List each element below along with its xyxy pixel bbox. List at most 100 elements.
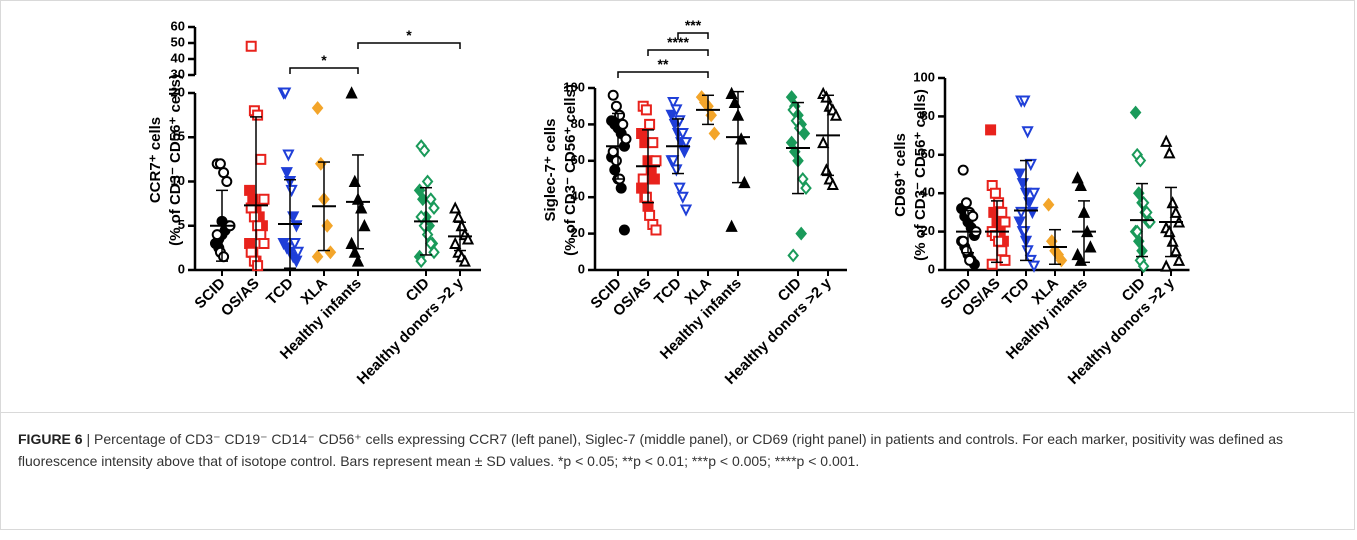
data-point [1169,244,1182,257]
data-point [1163,146,1176,159]
data-point [252,109,264,121]
data-point [785,90,798,105]
y-tick-label: 15 [171,129,185,144]
data-point [421,174,434,189]
x-tick-label: TCD [651,275,685,309]
data-point [1026,206,1039,220]
data-point [650,155,662,167]
data-point [255,153,267,165]
data-point [989,187,1001,199]
y-axis-label: CD69⁺ cells [892,133,909,217]
y-tick-label: 5 [178,217,185,232]
data-point [1160,259,1173,272]
data-point [996,206,1008,218]
separator [0,412,1355,413]
data-point [1134,153,1147,168]
data-point [614,109,626,121]
significance-label: *** [685,17,702,33]
data-point [618,224,630,236]
significance-bracket [677,32,709,39]
y-axis-label: CCR7⁺ cells [147,117,164,203]
data-point [607,146,619,158]
data-point [288,237,301,251]
data-point [282,149,295,162]
data-point [826,177,839,190]
caption-label: FIGURE 6 [18,431,83,447]
data-point [424,236,437,251]
data-point [218,167,230,179]
data-point [957,164,969,176]
data-point [1131,224,1144,239]
data-point [817,135,830,149]
data-point [311,101,324,116]
data-point [255,229,267,241]
y-tick-label: 20 [171,84,185,99]
data-point [345,86,358,99]
data-point [615,182,627,194]
y-tick-label: 40 [921,185,935,200]
y-tick-label: 30 [171,66,185,81]
data-point [1160,134,1173,147]
data-point [735,132,748,145]
data-point [1071,171,1084,184]
data-point [986,258,998,270]
y-tick-label: 20 [571,225,585,240]
data-point [461,232,475,245]
data-point [679,137,693,150]
data-point [610,100,622,112]
data-point [1129,105,1142,120]
data-point [258,193,270,205]
data-point [245,246,257,258]
y-tick-label: 20 [921,223,935,238]
data-point [1172,253,1186,266]
data-point [345,236,358,249]
significance-bracket [647,49,709,56]
data-point [993,235,1005,247]
data-point [800,181,812,196]
data-point [413,183,426,198]
data-point [244,184,256,196]
data-point [279,87,292,100]
data-point [1021,245,1034,258]
data-point [640,104,652,116]
data-point [985,124,997,136]
data-point [449,201,462,214]
data-point [670,104,683,117]
data-point [458,254,471,267]
data-point [418,143,431,158]
data-point [996,245,1008,257]
data-point [1169,205,1182,218]
data-point [960,197,972,209]
data-point [351,254,365,267]
caption-text: | Percentage of CD3⁻ CD19⁻ CD14⁻ CD56⁺ c… [18,431,1283,469]
data-point [252,220,264,232]
data-point [610,155,622,167]
data-point [1137,259,1150,274]
x-tick-label: TCD [999,275,1033,309]
y-tick-label: 100 [913,69,935,84]
y-axis-label: (% of CD3⁻ CD56⁺ cells) [912,89,929,261]
data-point [993,197,1005,209]
data-point [424,192,437,207]
x-tick-label: TCD [263,275,297,309]
data-point [667,155,680,168]
data-point [1140,205,1153,220]
data-point [673,182,686,195]
data-point [218,251,230,263]
data-point [1027,187,1041,200]
y-axis-label: Siglec-7⁺ cells [542,119,559,222]
y-tick-label: 40 [571,189,585,204]
data-point [787,248,800,263]
data-point [428,201,440,216]
data-point [667,97,680,110]
significance-label: * [406,27,412,43]
significance-bracket [617,71,709,78]
data-point [1055,253,1068,268]
y-tick-label: 40 [171,50,185,65]
data-point [676,128,689,141]
data-point [290,220,303,233]
y-axis-label: (% of CD3⁻ CD56⁺ cells) [167,74,184,246]
